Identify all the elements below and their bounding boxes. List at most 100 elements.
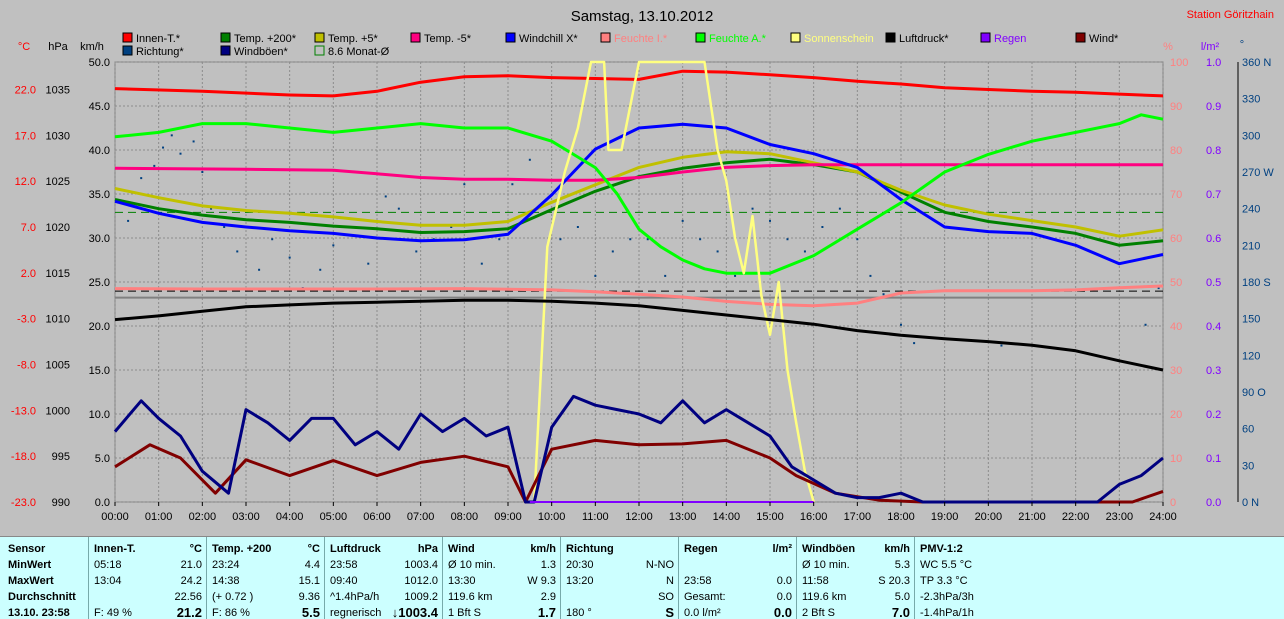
x-tick-label: 16:00 [800, 511, 828, 523]
stats-cell: S 20.3 [878, 575, 910, 587]
stats-row: 05:18 21.0 [94, 557, 202, 573]
stats-cell: -2.3hPa/3h [920, 591, 974, 603]
temp-tick-label: -23.0 [11, 497, 36, 509]
wind-tick-label: 50.0 [89, 57, 110, 69]
stats-cell: km/h [884, 543, 910, 555]
stats-row: 14:38 15.1 [212, 573, 320, 589]
humidity-tick-label: 0 [1170, 497, 1176, 509]
stats-row: -1.4hPa/1h [920, 605, 1030, 619]
direction-point [838, 207, 841, 210]
stats-row: 13:20 N [566, 573, 674, 589]
temp-tick-label: 17.0 [15, 130, 36, 142]
temp-tick-label: 12.0 [15, 176, 36, 188]
stats-cell: 9.36 [298, 591, 320, 603]
axis-unit-direction: ° [1240, 39, 1244, 51]
legend-label: Regen [994, 33, 1026, 45]
legend-swatch [980, 32, 991, 43]
chart-grid [114, 61, 1164, 503]
axis-unit-humidity: % [1163, 41, 1173, 53]
direction-tick-label: 180 S [1242, 277, 1271, 289]
stats-cell: 7.0 [891, 605, 910, 619]
stats-cell: °C [307, 543, 320, 555]
direction-point [384, 195, 387, 198]
direction-point [751, 207, 754, 210]
wind-tick-label: 15.0 [89, 365, 110, 377]
direction-point [611, 250, 614, 253]
stats-row: Richtung [566, 541, 674, 557]
x-tick-label: 15:00 [756, 511, 784, 523]
chart-title: Samstag, 13.10.2012 [571, 8, 714, 25]
stats-cell: SO [658, 591, 674, 603]
stats-cell: 09:40 [330, 575, 358, 587]
x-tick-label: 10:00 [538, 511, 566, 523]
stats-row: Luftdruck hPa [330, 541, 438, 557]
legend-swatch [790, 32, 801, 43]
legend-label: Windböen* [234, 46, 289, 58]
stats-row: Durchschnitt [8, 589, 88, 605]
stats-cell: Temp. +200 [212, 543, 272, 555]
x-tick-label: 09:00 [494, 511, 522, 523]
stats-column: Regen l/m² 23:58 0.0 Gesamt: 0.0 0.0 l/m² 0.0 [684, 541, 792, 619]
pressure-tick-label: 990 [52, 497, 70, 509]
direction-point [201, 171, 204, 173]
stats-row: Regen l/m² [684, 541, 792, 557]
direction-point [716, 250, 719, 253]
stats-cell: 24.2 [180, 575, 202, 587]
stats-cell: F: 86 % [212, 607, 250, 619]
humidity-tick-label: 70 [1170, 189, 1182, 201]
stats-cell: hPa [417, 543, 438, 555]
stats-row: Ø 10 min. 1.3 [448, 557, 556, 573]
stats-row: F: 86 % 5.5 [212, 605, 320, 619]
stats-row: 13:04 24.2 [94, 573, 202, 589]
stats-cell: Wind [448, 543, 475, 555]
legend-swatch [220, 45, 231, 56]
rain-tick-label: 0.3 [1206, 365, 1221, 377]
stats-divider [88, 537, 89, 619]
humidity-tick-label: 100 [1170, 57, 1188, 69]
direction-point [821, 226, 824, 228]
series-line-feuchte-a [114, 113, 1164, 275]
stats-cell: 180 ° [566, 607, 592, 619]
axis-unit-pressure: hPa [48, 41, 68, 53]
legend-label: Luftdruck* [899, 33, 949, 45]
stats-row: WC 5.5 °C [920, 557, 1030, 573]
rain-tick-label: 0.1 [1206, 453, 1221, 465]
direction-point [332, 244, 335, 247]
pressure-tick-label: 1005 [46, 360, 70, 372]
series-line-sonnenschein [532, 60, 815, 503]
stats-cell: Ø 10 min. [802, 559, 850, 571]
pressure-tick-label: 995 [52, 451, 70, 463]
stats-cell: MinWert [8, 559, 52, 571]
rain-tick-label: 0.2 [1206, 409, 1221, 421]
x-tick-label: 11:00 [582, 511, 609, 523]
stats-cell: 14:38 [212, 575, 240, 587]
stats-cell: 13:30 [448, 575, 476, 587]
stats-column: Temp. +200 °C 23:24 4.4 14:38 15.1 (+ 0.72 ) 9.… [212, 541, 320, 619]
stats-cell: N-NO [645, 559, 674, 571]
stats-cell: 23:58 [330, 559, 358, 571]
direction-point [681, 219, 684, 222]
legend-swatch [600, 32, 611, 43]
series-line-windchill-x [114, 122, 1164, 266]
rain-tick-label: 1.0 [1206, 57, 1221, 69]
stats-cell: 23:24 [212, 559, 240, 571]
stats-divider [324, 537, 325, 619]
stats-cell: km/h [530, 543, 556, 555]
direction-point [856, 238, 859, 241]
direction-point [528, 158, 531, 161]
stats-cell: ^1.4hPa/h [330, 591, 380, 603]
rain-tick-label: 0.9 [1206, 101, 1221, 113]
stats-column: Luftdruck hPa 23:58 1003.4 09:40 1012.0 ^1.4hP… [330, 541, 438, 619]
station-name: Station Göritzhain [1187, 9, 1274, 21]
stats-row: regnerisch ↓1003.4 [330, 605, 438, 619]
direction-point [498, 238, 501, 241]
direction-point [576, 226, 579, 228]
stats-row: MinWert [8, 557, 88, 573]
direction-point [913, 342, 916, 345]
stats-divider [206, 537, 207, 619]
stats-cell: TP 3.3 °C [920, 575, 968, 587]
legend-label: Innen-T.* [136, 33, 181, 45]
series-line-wind [114, 438, 1164, 504]
stats-cell: 2 Bft S [802, 607, 836, 619]
pressure-tick-label: 1035 [46, 85, 70, 97]
